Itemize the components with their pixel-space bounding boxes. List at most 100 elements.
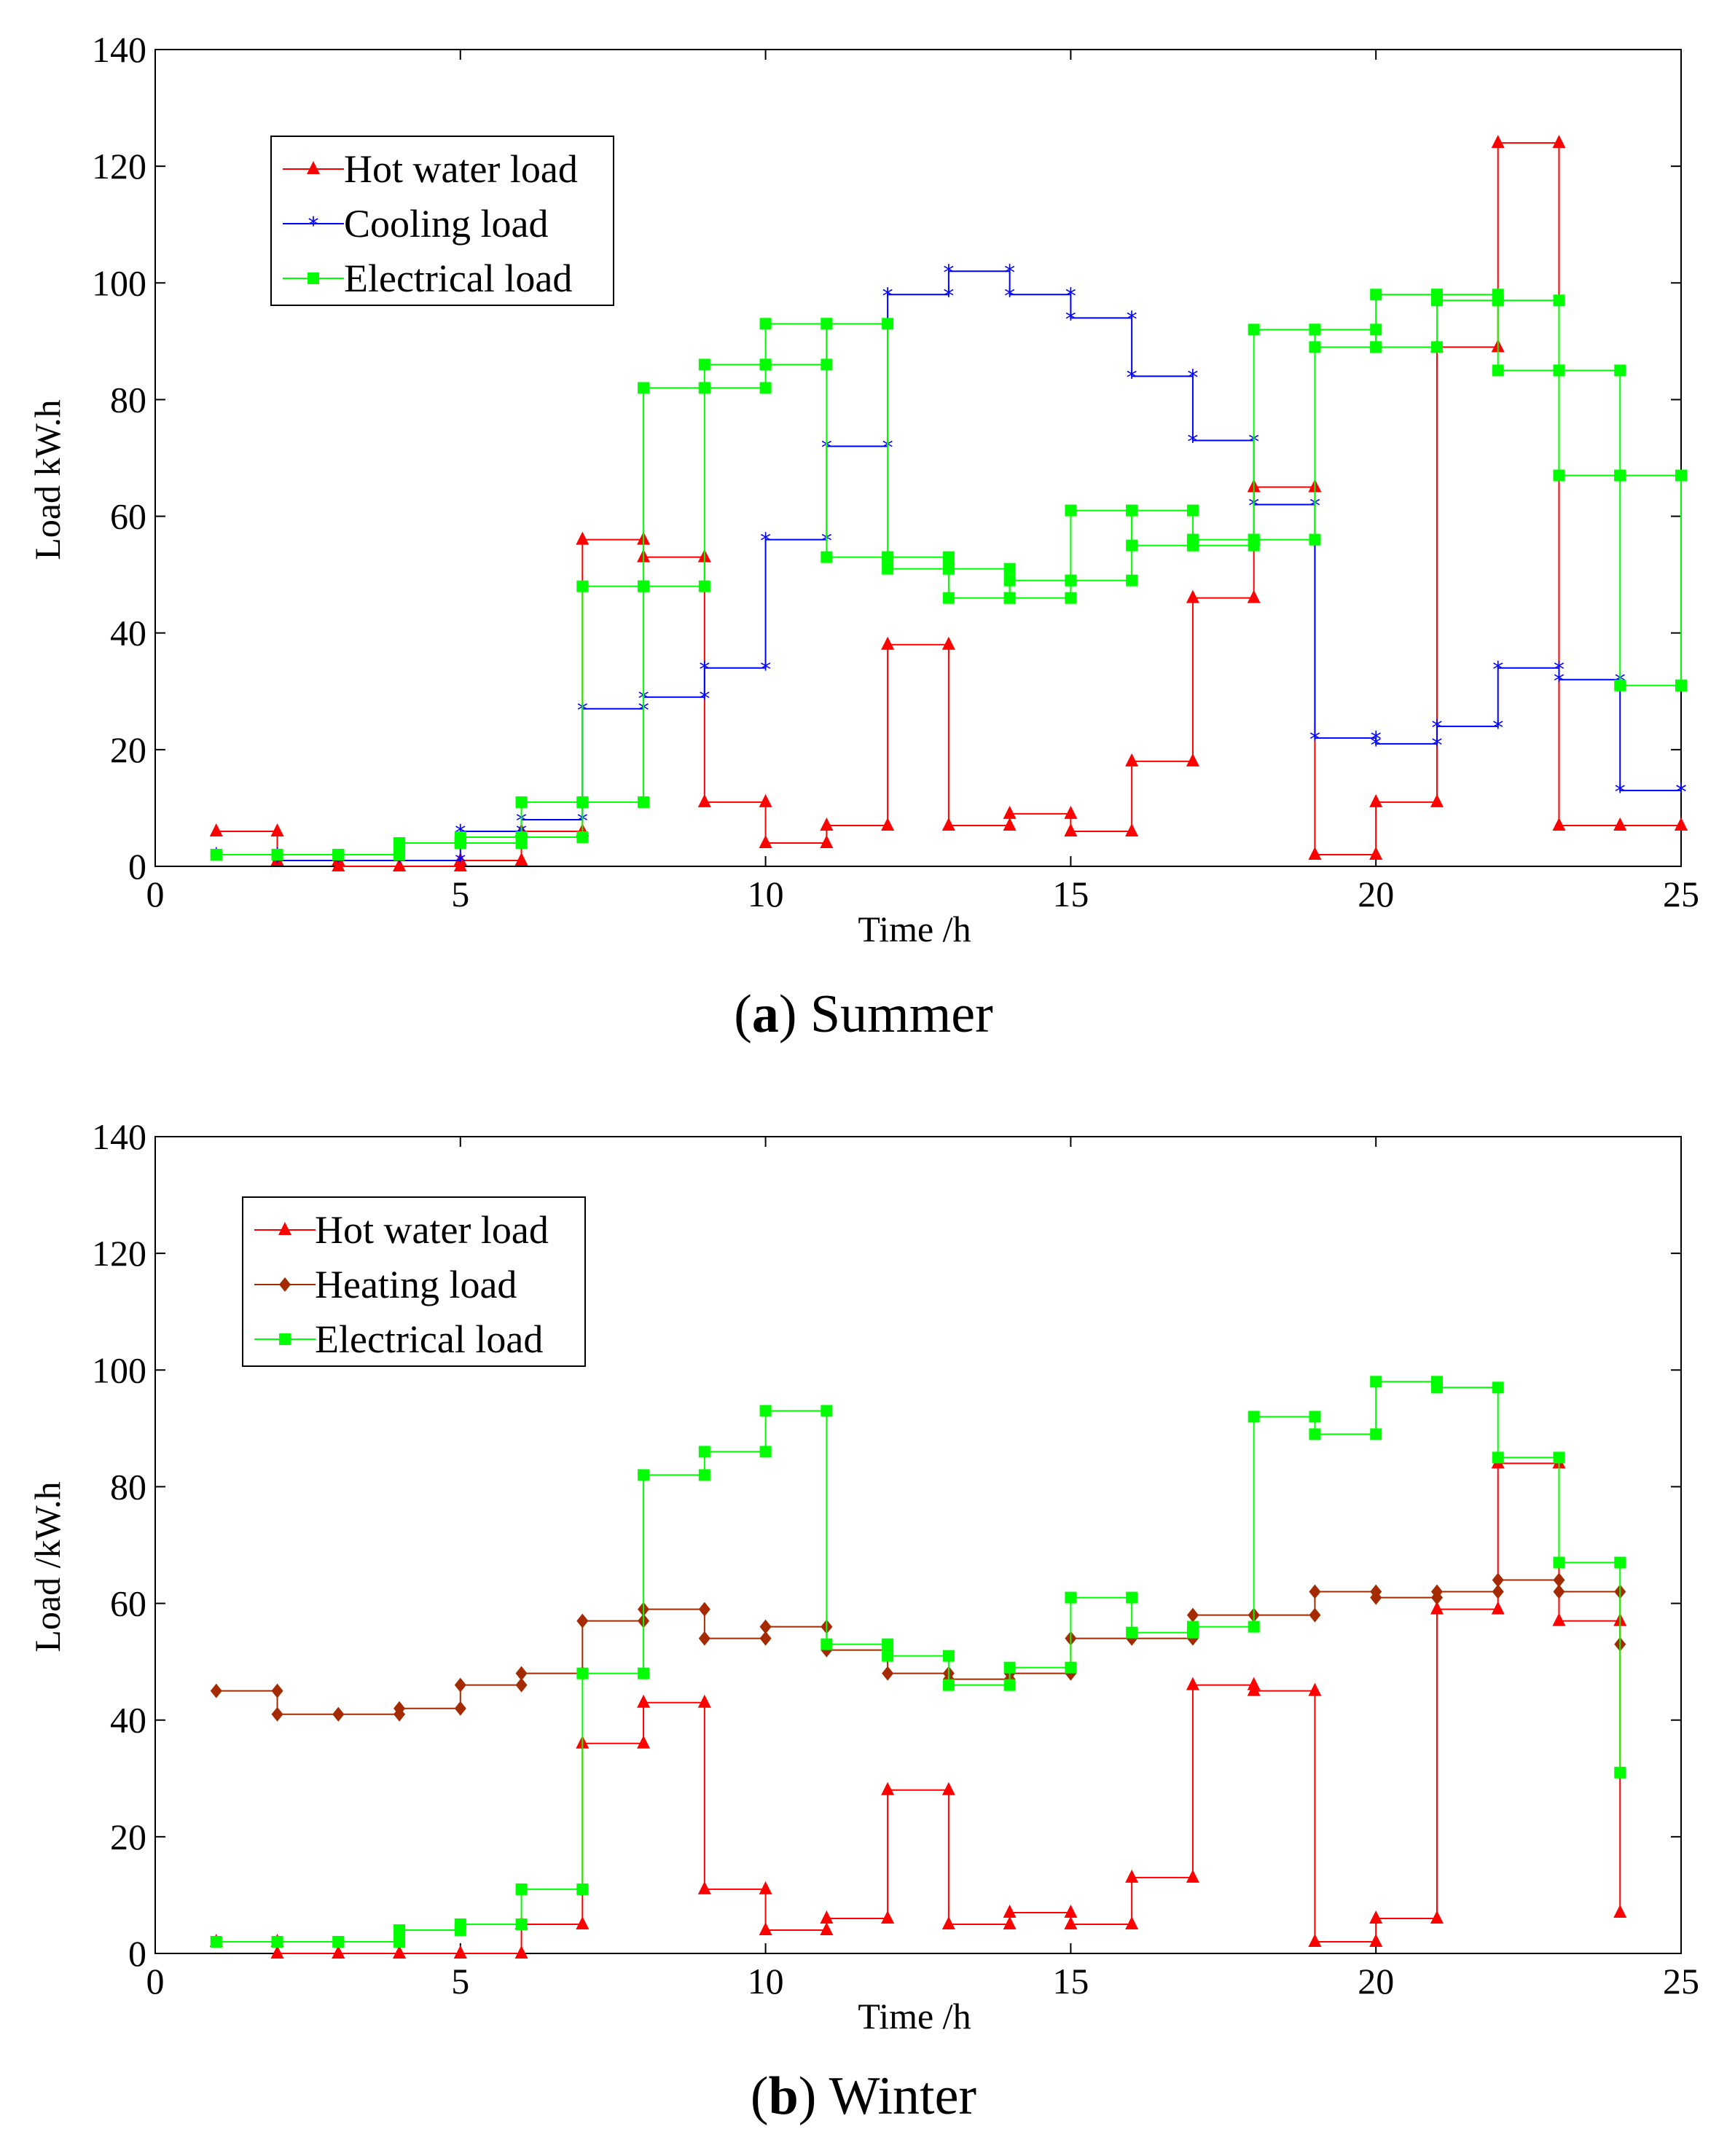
summer-data-point: *	[882, 283, 893, 309]
winter-data-point	[1309, 1584, 1321, 1599]
winter-data-point	[1126, 1626, 1138, 1639]
winter-data-point	[1369, 1933, 1383, 1947]
winter-data-point	[698, 1446, 710, 1458]
summer-data-point	[1430, 341, 1443, 353]
winter-data-point	[393, 1935, 406, 1948]
winter-data-point	[638, 1667, 650, 1679]
summer-data-point	[1552, 135, 1566, 149]
winter-data-point	[881, 1781, 895, 1795]
summer-data-point: *	[1431, 733, 1442, 758]
winter-data-point	[515, 1883, 528, 1895]
summer-data-point	[1125, 753, 1139, 767]
winter-series-line	[216, 1579, 1621, 1715]
winter-data-point	[1552, 1612, 1566, 1626]
winter-x-tick-label: 20	[1358, 1961, 1394, 2002]
summer-data-point: *	[1554, 669, 1565, 694]
winter-legend-marker	[279, 1277, 291, 1292]
summer-data-point	[515, 796, 528, 808]
summer-legend-marker: *	[308, 213, 319, 238]
winter-data-point	[271, 1706, 283, 1722]
summer-data-point	[393, 836, 406, 849]
winter-data-point	[1186, 1626, 1199, 1639]
winter-x-tick-label: 5	[451, 1961, 469, 2002]
summer-data-point	[942, 551, 955, 563]
winter-data-point	[698, 1602, 710, 1617]
summer-chart: 0 5 10 15 20 25 0 20 40 60 80 100 120 140 Time /h Load …	[27, 29, 1699, 949]
summer-y-tick-label: 20	[110, 729, 146, 770]
winter-caption-letter: b	[768, 2066, 799, 2126]
winter-data-point	[1369, 1910, 1383, 1924]
summer-series-1: * ** ** **************** ************** *****…	[211, 260, 1686, 875]
summer-data-point	[942, 562, 955, 575]
summer-data-point	[882, 551, 894, 563]
winter-data-point	[1370, 1428, 1382, 1440]
summer-data-point	[759, 318, 772, 330]
winter-caption-open: (	[750, 2066, 769, 2126]
winter-data-point	[1003, 1916, 1017, 1929]
summer-data-point	[1186, 753, 1199, 767]
winter-data-point	[1308, 1933, 1322, 1947]
winter-legend-label: Heating load	[315, 1263, 517, 1306]
winter-data-point	[882, 1638, 894, 1650]
summer-data-point	[576, 831, 589, 843]
winter-data-point	[942, 1679, 955, 1691]
summer-data-point	[1186, 504, 1199, 517]
summer-figure: 0 5 10 15 20 25 0 20 40 60 80 100 120 140 Time /h Load …	[27, 29, 1699, 1044]
summer-data-point: *	[1127, 365, 1137, 391]
summer-data-point	[1126, 504, 1138, 517]
summer-data-point	[1003, 592, 1016, 604]
winter-data-point	[821, 1405, 833, 1417]
winter-data-point	[638, 1469, 650, 1481]
winter-data-point	[882, 1666, 894, 1681]
winter-data-point	[576, 1883, 589, 1895]
winter-data-point	[820, 1921, 834, 1935]
summer-data-point	[759, 834, 772, 848]
winter-data-point	[515, 1677, 528, 1693]
winter-data-point	[1064, 1916, 1078, 1929]
summer-data-point: *	[699, 657, 710, 683]
winter-x-tick-label: 0	[146, 1961, 165, 2002]
summer-data-point	[1003, 805, 1017, 819]
summer-y-axis-label: Load kW.h	[27, 399, 68, 560]
winter-legend-marker	[278, 1222, 291, 1235]
summer-data-point	[1064, 823, 1078, 836]
winter-data-point	[1003, 1661, 1016, 1674]
summer-data-point	[1065, 592, 1077, 604]
winter-data-point	[1430, 1376, 1443, 1388]
summer-data-point: *	[1676, 780, 1687, 805]
summer-data-point	[1492, 364, 1504, 377]
winter-data-point	[759, 1631, 772, 1646]
summer-data-point	[1003, 562, 1016, 575]
summer-series-0	[209, 135, 1688, 871]
summer-data-point	[1369, 846, 1383, 860]
winter-plot-frame	[154, 1136, 1682, 1954]
summer-data-point	[1430, 289, 1443, 301]
summer-data-point	[698, 382, 710, 394]
winter-figure: 0 5 10 15 20 25 0 20 40 60 80 100 120 140 Time /h Load …	[0, 1078, 1727, 2156]
winter-data-point	[1492, 1572, 1504, 1588]
winter-data-point	[1065, 1661, 1077, 1674]
summer-data-point	[1614, 469, 1626, 482]
summer-series-line	[216, 142, 1681, 867]
winter-data-point	[637, 1694, 651, 1708]
winter-data-point	[1553, 1451, 1565, 1464]
winter-data-point	[332, 1706, 345, 1722]
winter-data-point	[1186, 1607, 1199, 1623]
winter-data-point	[1247, 1677, 1261, 1690]
summer-data-point	[332, 848, 345, 861]
summer-data-point	[638, 796, 650, 808]
summer-data-point	[1370, 341, 1382, 353]
summer-data-point	[1186, 589, 1199, 603]
winter-series-0	[209, 1455, 1627, 1959]
summer-data-point	[271, 848, 283, 861]
summer-data-point	[453, 858, 467, 871]
summer-data-point	[454, 836, 466, 849]
winter-data-point	[1248, 1620, 1260, 1633]
winter-data-point	[1125, 1869, 1139, 1883]
winter-data-point	[210, 1683, 222, 1698]
summer-y-tick-label: 0	[128, 846, 146, 887]
winter-data-point	[1309, 1411, 1321, 1423]
summer-data-point	[638, 580, 650, 592]
winter-data-point	[1492, 1584, 1504, 1599]
winter-data-point	[759, 1405, 772, 1417]
